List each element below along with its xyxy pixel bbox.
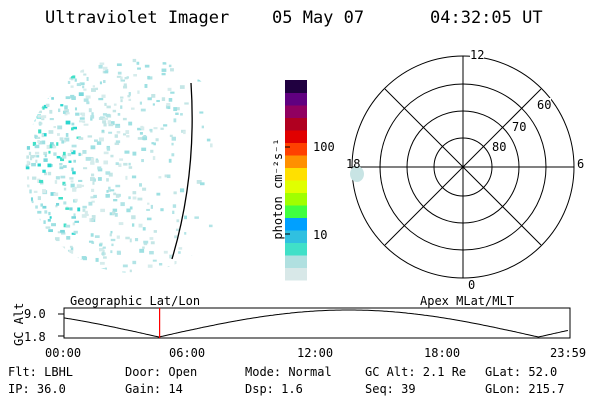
time-label: 04:32:05 UT: [430, 8, 543, 28]
mlt-label-18: 18: [346, 157, 361, 171]
xtick-0600: 06:00: [169, 346, 206, 360]
polar-plot: [350, 55, 575, 279]
info-gain: Gain: 14: [125, 382, 183, 396]
xtick-1200: 12:00: [297, 346, 334, 360]
mlt-label-12: 12: [470, 48, 485, 62]
date-label: 05 May 07: [272, 8, 365, 28]
info-glat: GLat: 52.0: [485, 365, 558, 379]
info-dsp: Dsp: 1.6: [245, 382, 303, 396]
info-seq: Seq: 39: [365, 382, 416, 396]
colorbar-unit-label: photon cm⁻²s⁻¹: [271, 138, 285, 240]
terminator-line: [171, 82, 193, 260]
altitude-plot: [58, 307, 571, 339]
lat-label-80: 80: [492, 140, 507, 154]
lat-label-70: 70: [512, 120, 527, 134]
instrument-title: Ultraviolet Imager: [45, 8, 230, 28]
info-flt: Flt: LBHL: [8, 365, 74, 379]
apex-label: Apex MLat/MLT: [420, 294, 514, 308]
xtick-0000: 00:00: [45, 346, 82, 360]
info-door: Door: Open: [125, 365, 198, 379]
info-gcalt: GC Alt: 2.1 Re: [365, 365, 467, 379]
mlt-label-0: 0: [468, 278, 476, 292]
info-glon: GLon: 215.7: [485, 382, 565, 396]
polar-emission-patch: [350, 166, 364, 182]
info-ip: IP: 36.0: [8, 382, 66, 396]
mlt-label-6: 6: [577, 157, 585, 171]
altitude-ytick-1.8: 1.8: [24, 330, 46, 344]
xtick-2359: 23:59: [550, 346, 587, 360]
info-mode: Mode: Normal: [245, 365, 332, 379]
geographic-label: Geographic Lat/Lon: [70, 294, 201, 308]
colorbar: [285, 80, 307, 281]
lat-label-60: 60: [537, 98, 552, 112]
colorbar-tick-10: 10: [313, 228, 328, 242]
xtick-1800: 18:00: [424, 346, 461, 360]
altitude-ytick-9: 9.0: [24, 307, 46, 321]
geographic-image: [25, 57, 213, 273]
colorbar-tick-100: 100: [313, 140, 335, 154]
